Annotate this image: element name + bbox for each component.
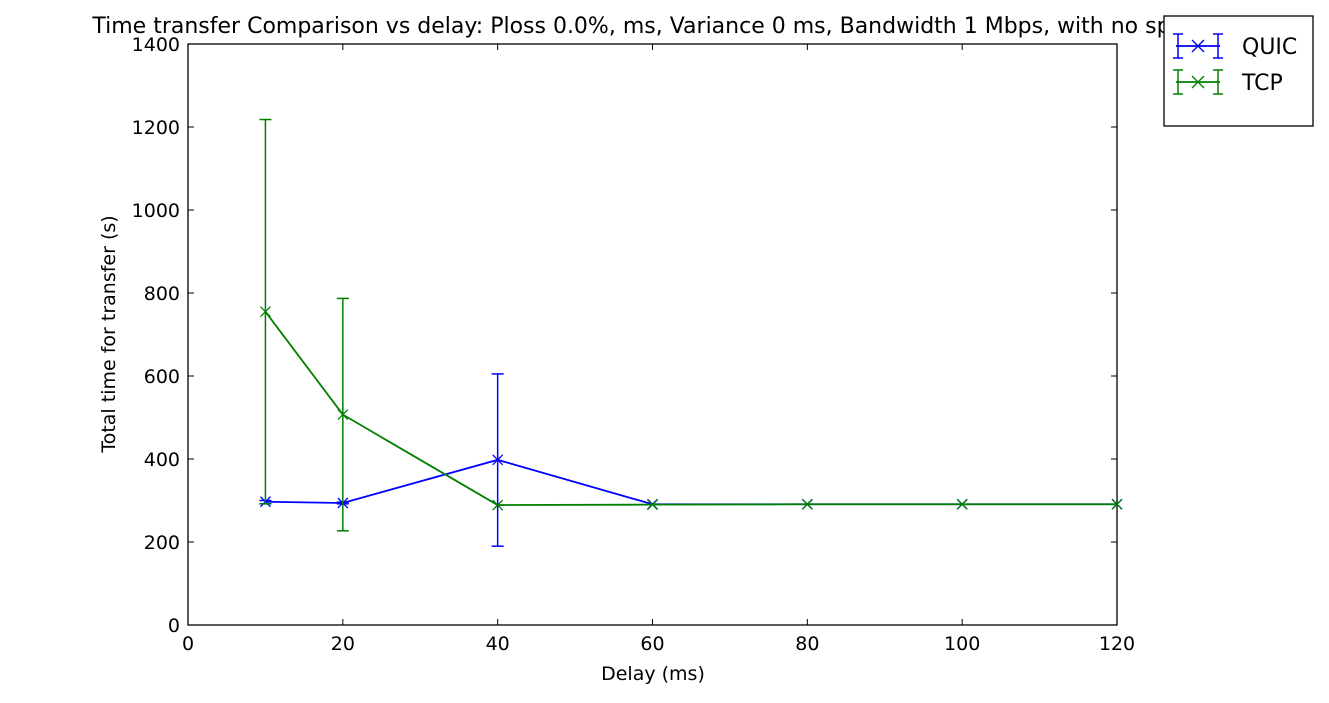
x-tick-label: 100: [944, 633, 980, 655]
y-tick-label: 0: [168, 615, 180, 637]
x-tick-label: 20: [331, 633, 355, 655]
marker-stroke: [1111, 498, 1123, 510]
legend: QUIC TCP: [1163, 15, 1314, 127]
data-point-quic: [492, 454, 504, 466]
x-tick-label: 40: [486, 633, 510, 655]
marker-stroke: [647, 499, 658, 511]
data-point-tcp: [337, 409, 349, 421]
x-tick-label: 80: [795, 633, 819, 655]
data-point-tcp: [259, 306, 271, 318]
plot-frame: [187, 43, 1118, 626]
legend-label: TCP: [1241, 71, 1283, 96]
data-point-tcp: [956, 498, 968, 510]
marker-stroke: [801, 498, 813, 510]
x-tick-label: 120: [1099, 633, 1135, 655]
legend-marker: [1191, 75, 1205, 89]
legend-marker: [1191, 39, 1205, 53]
marker-stroke: [492, 499, 504, 511]
series-line-tcp: [264, 311, 1117, 506]
data-point-tcp: [1111, 498, 1123, 510]
data-point-tcp: [492, 499, 504, 511]
y-tick-label: 200: [144, 532, 180, 554]
legend-item-tcp: TCP: [1173, 69, 1283, 96]
x-tick-label: 0: [182, 633, 194, 655]
y-axis-label: Total time for transfer (s): [98, 215, 120, 453]
marker-stroke: [492, 454, 504, 466]
legend-box: [1163, 15, 1314, 127]
x-axis-label: Delay (ms): [601, 663, 705, 685]
y-tick-label: 400: [144, 449, 180, 471]
y-tick-label: 1400: [132, 34, 180, 56]
y-tick-label: 1200: [132, 117, 180, 139]
series-line-quic: [265, 458, 1117, 506]
marker-stroke: [956, 498, 968, 510]
chart-title: Time transfer Comparison vs delay: Ploss…: [91, 14, 1213, 39]
y-tick-label: 800: [144, 283, 180, 305]
x-tick-label: 60: [640, 633, 664, 655]
data-point-tcp: [647, 499, 658, 511]
legend-label: QUIC: [1242, 35, 1297, 60]
y-tick-label: 1000: [132, 200, 180, 222]
legend-item-quic: QUIC: [1173, 33, 1297, 60]
marker-stroke: [337, 409, 349, 421]
y-tick-label: 600: [144, 366, 180, 388]
data-point-tcp: [801, 498, 813, 510]
marker-stroke: [259, 306, 271, 318]
